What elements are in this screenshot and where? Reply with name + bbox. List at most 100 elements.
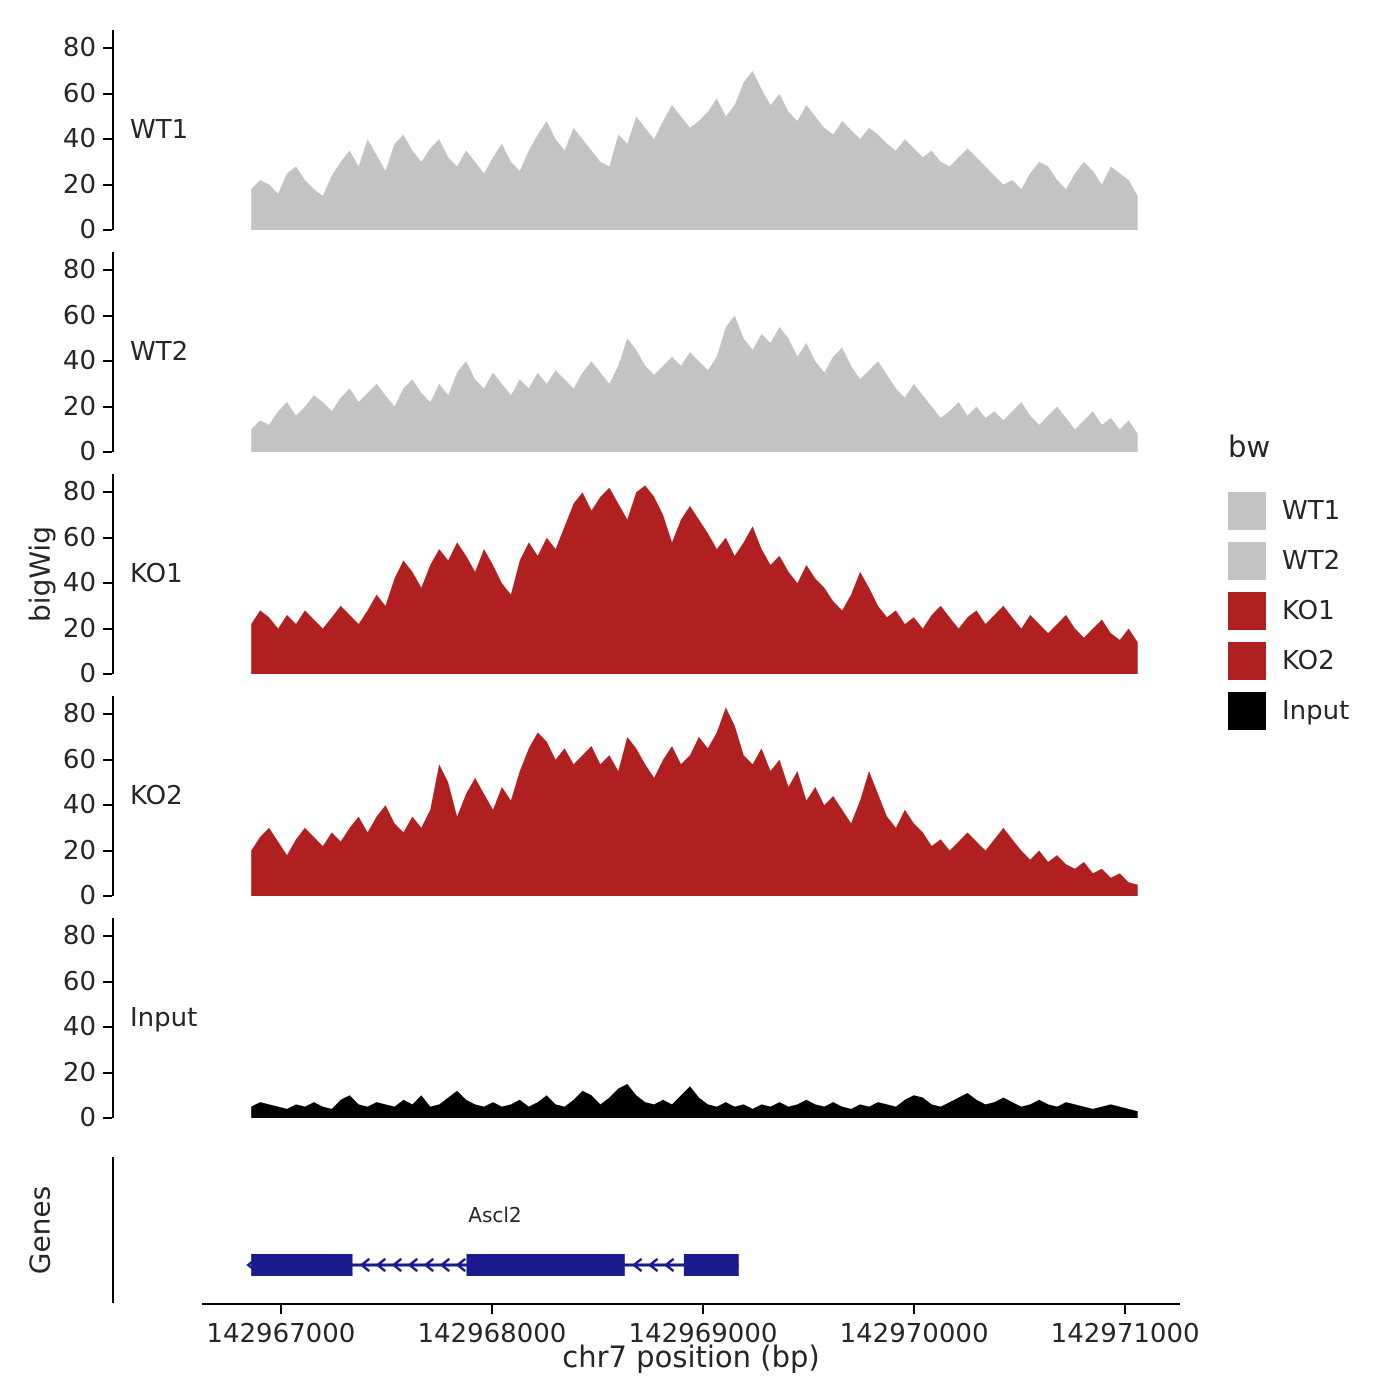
y-tick-label: 60 (62, 744, 96, 775)
y-tick-label: 0 (79, 659, 96, 689)
y-tick-mark (103, 713, 112, 716)
legend-label-wt1: WT1 (1282, 496, 1341, 526)
y-tick-mark (103, 804, 112, 807)
y-tick-label: 20 (62, 391, 96, 422)
legend: bw WT1 WT2 KO1 KO2 Input (1228, 430, 1398, 736)
gene-exon-3 (683, 1254, 739, 1276)
y-tick-label: 80 (62, 699, 96, 730)
x-tick-label: 142970000 (839, 1319, 989, 1349)
legend-swatch-ko1 (1228, 592, 1266, 630)
legend-label-input: Input (1282, 696, 1350, 726)
area-chart-ko2 (251, 707, 1138, 896)
track-label-ko2: KO2 (130, 781, 183, 811)
y-tick-label: 20 (62, 169, 96, 200)
y-tick-mark (103, 1117, 112, 1119)
legend-label-ko2: KO2 (1282, 646, 1335, 676)
y-tick-label: 40 (62, 568, 96, 599)
track-panel-wt2: WT2 0 20 40 60 80 (63, 252, 1180, 467)
gene-exon-1 (251, 1254, 353, 1276)
track-panel-ko2: KO2 0 20 40 60 80 (63, 696, 1180, 911)
y-tick-mark (103, 229, 112, 231)
coverage-area-input (251, 1083, 1138, 1118)
y-tick-label: 80 (62, 255, 96, 286)
coverage-area-wt1 (251, 70, 1138, 231)
legend-label-wt2: WT2 (1282, 546, 1341, 576)
y-tick-mark (103, 47, 112, 50)
x-tick-label: 142969000 (628, 1319, 778, 1349)
x-tick-label: 142967000 (206, 1319, 356, 1349)
y-tick-label: 20 (62, 1057, 96, 1088)
coverage-area-ko2 (251, 707, 1138, 896)
strand-direction-arrow-icon (246, 1258, 257, 1272)
strand-direction-arrow-icon (423, 1258, 434, 1272)
legend-label-ko1: KO1 (1282, 596, 1335, 626)
y-tick-label: 80 (62, 477, 96, 508)
strand-direction-arrow-icon (631, 1258, 643, 1272)
y-tick-mark (103, 491, 112, 494)
legend-item-wt2: WT2 (1228, 536, 1398, 586)
y-tick-label: 60 (62, 300, 96, 331)
y-tick-mark (103, 92, 112, 95)
area-chart-ko1 (251, 485, 1138, 674)
x-axis: 142967000 142968000 142969000 142970000 1429… (112, 1303, 1200, 1363)
y-tick-mark (103, 895, 112, 897)
y-tick-mark (103, 582, 112, 585)
y-tick-mark (103, 1026, 112, 1029)
y-tick-mark (103, 980, 112, 983)
gene-name-label: Ascl2 (468, 1203, 522, 1227)
y-tick-label: 20 (62, 835, 96, 866)
x-axis-line (202, 1303, 1180, 1305)
y-tick-label: 60 (62, 522, 96, 553)
track-panel-input: Input 0 20 40 60 80 (63, 918, 1180, 1133)
x-axis-title: chr7 position (bp) (562, 1340, 820, 1374)
gene-track-panel: Ascl2 (112, 1157, 1180, 1303)
strand-direction-arrow-icon (391, 1258, 402, 1272)
y-tick-label: 0 (79, 881, 96, 911)
area-chart-wt2 (251, 315, 1138, 452)
strand-direction-arrow-icon (407, 1258, 418, 1272)
y-tick-mark (103, 673, 112, 675)
y-tick-mark (103, 758, 112, 761)
track-label-input: Input (130, 1003, 198, 1033)
x-tick-mark (1124, 1305, 1127, 1314)
coverage-area-wt2 (251, 315, 1138, 452)
gene-exon-2 (466, 1254, 625, 1276)
y-tick-mark (103, 935, 112, 938)
y-tick-mark (103, 138, 112, 141)
y-tick-mark (103, 183, 112, 186)
legend-swatch-input (1228, 692, 1266, 730)
track-label-wt2: WT2 (130, 337, 189, 367)
x-tick-mark (701, 1305, 704, 1314)
strand-direction-arrow-icon (375, 1258, 386, 1272)
y-tick-mark (103, 627, 112, 630)
y-tick-label: 0 (79, 1103, 96, 1133)
y-tick-label: 40 (62, 790, 96, 821)
gene-model-svg (246, 1254, 739, 1276)
area-chart-input (251, 1083, 1138, 1118)
x-tick-mark (279, 1305, 282, 1314)
y-tick-mark (103, 536, 112, 539)
area-chart-wt1 (251, 70, 1138, 231)
y-tick-label: 60 (62, 78, 96, 109)
legend-item-ko2: KO2 (1228, 636, 1398, 686)
legend-swatch-wt1 (1228, 492, 1266, 530)
y-tick-mark (103, 1071, 112, 1074)
y-tick-label: 0 (79, 215, 96, 245)
x-tick-label: 142968000 (417, 1319, 567, 1349)
legend-swatch-wt2 (1228, 542, 1266, 580)
y-tick-label: 40 (62, 346, 96, 377)
x-tick-mark (490, 1305, 493, 1314)
y-tick-mark (103, 360, 112, 363)
legend-item-input: Input (1228, 686, 1398, 736)
y-tick-mark (103, 269, 112, 272)
strand-direction-arrow-icon (455, 1258, 466, 1272)
y-tick-mark (103, 405, 112, 408)
track-label-wt1: WT1 (130, 115, 189, 145)
y-tick-label: 80 (62, 33, 96, 64)
coverage-area-ko1 (251, 485, 1138, 674)
y-tick-label: 20 (62, 613, 96, 644)
strand-direction-arrow-icon (359, 1258, 370, 1272)
genes-axis-title: Genes (23, 1185, 57, 1275)
legend-item-wt1: WT1 (1228, 486, 1398, 536)
y-tick-label: 80 (62, 921, 96, 952)
